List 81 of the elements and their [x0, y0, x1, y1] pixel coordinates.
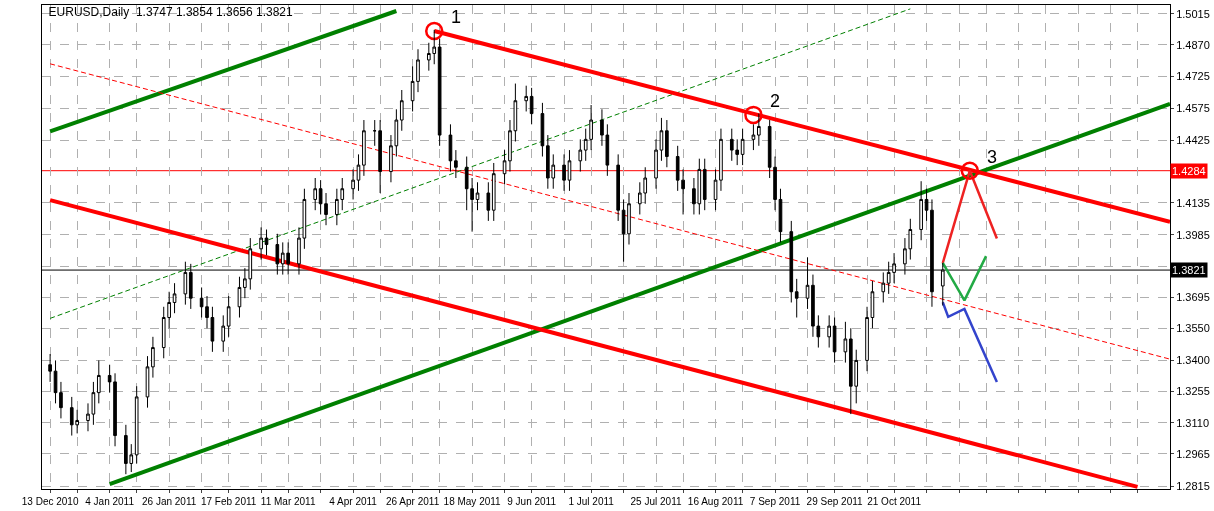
y-tick-label: 1.3400	[1176, 354, 1210, 367]
candlestick	[172, 282, 177, 314]
y-tick-label: 1.2965	[1176, 447, 1210, 460]
x-tick-label: 13 Dec 2010	[21, 496, 79, 507]
y-tick-label: 1.4870	[1176, 38, 1210, 51]
point	[960, 161, 980, 180]
chart-title: EURUSD,Daily 1.3747 1.3854 1.3656 1.3821	[48, 5, 294, 20]
x-tick-label: 29 Sep 2011	[806, 496, 863, 507]
candlestick	[794, 278, 799, 319]
candlestick	[751, 123, 756, 151]
candlestick	[151, 336, 155, 379]
candlestick	[665, 119, 669, 168]
x-tick-label: 17 Feb 2011	[200, 496, 257, 507]
candlestick	[740, 128, 745, 166]
candlestick	[832, 317, 837, 364]
candlestick	[562, 153, 566, 192]
candlestick	[491, 162, 496, 222]
candlestick	[48, 353, 52, 383]
y-tick-label: 1.3255	[1176, 385, 1210, 398]
candlestick	[702, 158, 707, 211]
x-tick-label: 18 May 2011	[443, 496, 502, 507]
annotation: 2	[770, 91, 781, 111]
ref-line-label: 1.4284	[1172, 165, 1206, 177]
candlestick	[313, 177, 318, 211]
x-tick-label: 11 Mar 2011	[260, 496, 316, 507]
candlestick	[356, 153, 361, 192]
x-tick-label: 26 Jan 2011	[141, 496, 197, 507]
x-tick-label: 25 Jul 2011	[630, 496, 682, 507]
y-tick-label: 1.4725	[1176, 69, 1210, 82]
x-tick-label: 21 Oct 2011	[867, 496, 922, 507]
candlestick	[529, 87, 534, 125]
candlestick	[757, 113, 761, 147]
x-tick-label: 4 Jan 2011	[85, 496, 135, 507]
x-tick-label: 26 Apr 2011	[385, 496, 440, 507]
candlestick	[567, 149, 572, 192]
candlestick	[448, 123, 453, 173]
y-tick-label: 1.4135	[1176, 196, 1210, 209]
candlestick	[221, 314, 226, 353]
candlestick	[351, 168, 355, 200]
y-tick-label: 1.3695	[1176, 290, 1210, 303]
y-tick-label: 1.4575	[1176, 102, 1210, 115]
point	[744, 105, 763, 125]
y-tick-label: 1.3985	[1176, 228, 1210, 241]
point	[424, 21, 444, 41]
candlestick	[843, 321, 848, 364]
x-tick-label: 7 Sep 2011	[749, 496, 801, 507]
candlestick	[437, 37, 442, 147]
candlestick	[827, 314, 831, 349]
candlestick	[362, 119, 366, 177]
candlestick	[237, 276, 242, 319]
candlestick	[96, 359, 101, 404]
candlestick	[486, 181, 491, 222]
candlestick	[259, 226, 263, 261]
y-tick-label: 1.4425	[1176, 134, 1210, 147]
candlestick	[264, 229, 269, 256]
candlestick	[578, 138, 583, 173]
candlestick	[524, 85, 529, 112]
ref-line-label: 1.3821	[1172, 264, 1206, 276]
annotation: 1	[451, 7, 462, 27]
candlestick	[778, 188, 783, 243]
annotation: 3	[987, 147, 998, 167]
candlestick	[919, 180, 923, 241]
line-series	[941, 301, 999, 384]
candlestick	[226, 295, 231, 338]
candlestick	[145, 355, 150, 409]
x-tick-label: 1 Jul 2011	[568, 496, 615, 507]
candlestick	[378, 119, 382, 194]
y-tick-label: 1.3110	[1176, 416, 1210, 429]
x-tick-label: 9 Jun 2011	[507, 496, 557, 507]
y-tick-label: 1.5015	[1176, 7, 1210, 20]
x-tick-label: 16 Aug 2011	[687, 496, 744, 507]
candlestick	[134, 385, 139, 464]
candlestick	[616, 153, 620, 222]
candlestick	[372, 119, 377, 147]
candlestick	[399, 89, 404, 132]
candlestick	[454, 149, 458, 179]
candlestick	[475, 181, 480, 211]
y-tick-label: 1.3550	[1176, 322, 1210, 335]
x-tick-label: 4 Apr 2011	[329, 496, 378, 507]
candlestick	[540, 102, 545, 158]
y-tick-label: 1.2815	[1176, 479, 1210, 492]
